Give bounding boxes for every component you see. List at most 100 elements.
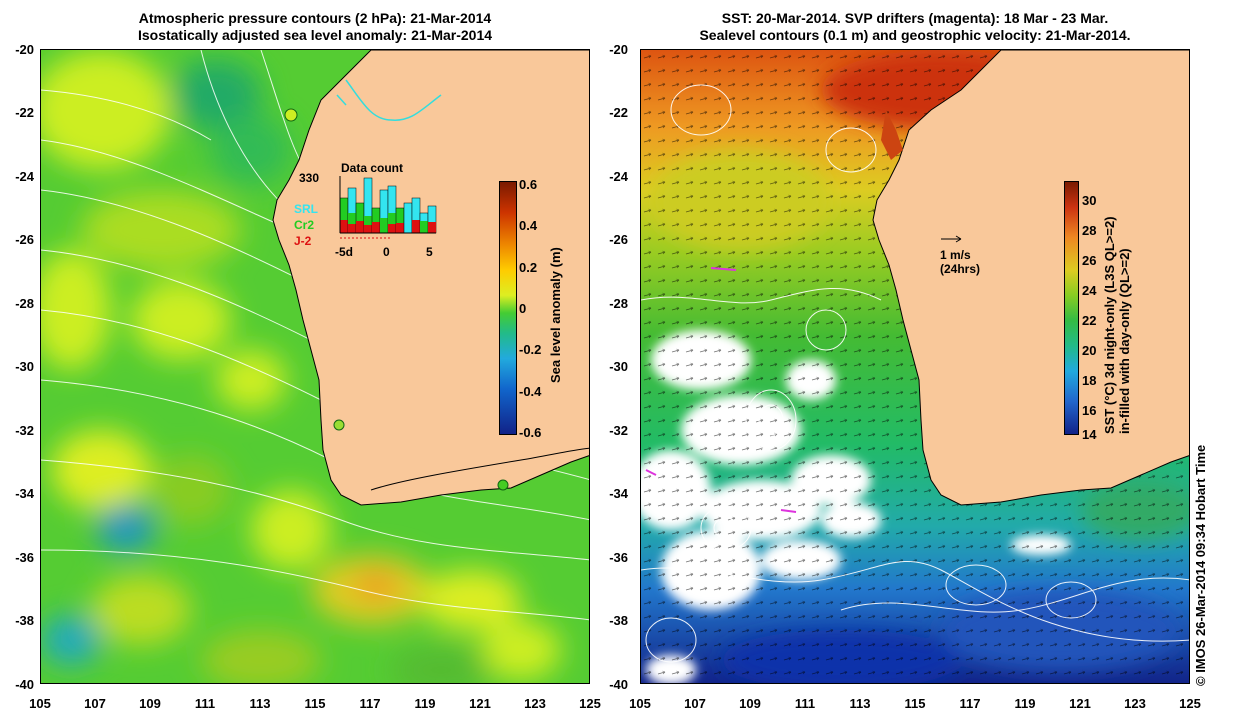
right-ytick-7: -34 (609, 486, 628, 501)
inset-bars (339, 176, 437, 239)
left-xtick-5: 115 (304, 696, 326, 711)
left-cb-tick-3: 0 (519, 301, 527, 316)
right-xtick-10: 125 (1179, 696, 1201, 711)
right-cb-tick-0: 30 (1082, 193, 1097, 208)
right-xtick-4: 113 (849, 696, 871, 711)
inset-xtick-0: 0 (383, 245, 390, 259)
right-xtick-3: 111 (794, 696, 816, 711)
right-ytick-6: -32 (609, 423, 628, 438)
left-ytick-2: -24 (15, 169, 34, 184)
right-ytick-2: -24 (609, 169, 628, 184)
right-cb-tick-5: 20 (1082, 343, 1097, 358)
river (336, 94, 347, 106)
left-ytick-10: -40 (15, 677, 34, 692)
right-ytick-3: -26 (609, 232, 628, 247)
right-cb-tick-1: 28 (1082, 223, 1097, 238)
right-cb-tick-6: 18 (1082, 373, 1097, 388)
right-ytick-10: -40 (609, 677, 628, 692)
shelf-contour (370, 447, 589, 491)
right-title-line2: Sealevel contours (0.1 m) and geostrophi… (699, 27, 1131, 43)
left-title-line1: Atmospheric pressure contours (2 hPa): 2… (138, 10, 492, 26)
left-cb-label: Sea level anomaly (m) (548, 247, 563, 383)
legend-srl: SRL (294, 202, 318, 216)
scale-arrow (941, 235, 962, 243)
left-ytick-9: -38 (15, 613, 34, 628)
left-cb-tick-2: 0.2 (519, 260, 538, 275)
left-title-line2: Isostatically adjusted sea level anomaly… (137, 27, 493, 43)
river-line (345, 79, 442, 121)
inset-title: Data count (341, 161, 404, 175)
left-ytick-8: -36 (15, 550, 34, 565)
right-cb-label-1: SST (°C) 3d night-only (L3S QL>=2) (1102, 216, 1117, 434)
svp-drifters (645, 267, 797, 513)
right-ytick-4: -28 (609, 296, 628, 311)
data-count-inset: Data count 330 SRL Cr2 J-2 (291, 158, 441, 268)
left-ytick-7: -34 (15, 486, 34, 501)
left-cb-tick-0: 0.6 (519, 177, 538, 192)
island-marker (284, 108, 298, 122)
right-xtick-9: 123 (1124, 696, 1146, 711)
right-xtick-5: 115 (904, 696, 926, 711)
right-xtick-8: 121 (1069, 696, 1091, 711)
left-colorbar (499, 181, 517, 435)
left-ytick-5: -30 (15, 359, 34, 374)
scale-arrow-sublabel: (24hrs) (940, 262, 981, 276)
australia-landmass-right (872, 50, 1189, 506)
right-cb-tick-2: 26 (1082, 253, 1097, 268)
inset-xtick-5: 5 (426, 245, 433, 259)
left-cb-tick-1: 0.4 (519, 218, 538, 233)
right-ytick-5: -30 (609, 359, 628, 374)
right-cb-tick-7: 16 (1082, 403, 1097, 418)
right-xtick-1: 107 (684, 696, 706, 711)
inset-xtick-minus5: -5d (335, 245, 353, 259)
left-map[interactable]: Data count 330 SRL Cr2 J-2 (40, 49, 590, 684)
right-xtick-7: 119 (1014, 696, 1036, 711)
left-xtick-3: 111 (194, 696, 216, 711)
left-xtick-4: 113 (249, 696, 271, 711)
left-ytick-1: -22 (15, 105, 34, 120)
coastal-warm-patch (881, 110, 903, 160)
right-ytick-1: -22 (609, 105, 628, 120)
left-title: Atmospheric pressure contours (2 hPa): 2… (40, 10, 590, 44)
right-map[interactable]: 1 m/s (24hrs) 30 28 26 24 22 20 18 16 14… (640, 49, 1190, 684)
island-marker-3 (497, 479, 509, 491)
right-ytick-0: -20 (609, 42, 628, 57)
right-cb-tick-4: 22 (1082, 313, 1097, 328)
left-ytick-6: -32 (15, 423, 34, 438)
right-map-svg (641, 50, 1189, 683)
left-xtick-0: 105 (29, 696, 51, 711)
island-marker-2 (333, 419, 345, 431)
credit-text: © IMOS 26-Mar-2014 09:34 Hobart Time (1193, 444, 1208, 686)
left-xtick-8: 121 (469, 696, 491, 711)
right-cb-label-2: in-filled with day-only (QL>=2) (1117, 248, 1132, 434)
right-xtick-6: 117 (959, 696, 981, 711)
right-ytick-9: -38 (609, 613, 628, 628)
right-xtick-2: 109 (739, 696, 761, 711)
right-xtick-0: 105 (629, 696, 651, 711)
left-xtick-10: 125 (579, 696, 601, 711)
legend-cr2: Cr2 (294, 218, 315, 232)
right-colorbar (1064, 181, 1079, 435)
right-cb-tick-8: 14 (1082, 427, 1097, 442)
left-ytick-3: -26 (15, 232, 34, 247)
left-ytick-4: -28 (15, 296, 34, 311)
left-xtick-2: 109 (139, 696, 161, 711)
sla-blobs (41, 50, 561, 683)
scale-arrow-label: 1 m/s (940, 248, 971, 262)
right-ytick-8: -36 (609, 550, 628, 565)
left-xtick-9: 123 (524, 696, 546, 711)
inset-max-label: 330 (299, 171, 320, 185)
right-title: SST: 20-Mar-2014. SVP drifters (magenta)… (640, 10, 1190, 44)
left-cb-tick-4: -0.2 (519, 342, 542, 357)
left-cb-tick-5: -0.4 (519, 384, 542, 399)
left-xtick-1: 107 (84, 696, 106, 711)
left-xtick-7: 119 (414, 696, 436, 711)
sealevel-contours (641, 84, 1189, 663)
right-cb-tick-3: 24 (1082, 283, 1097, 298)
inset-bar-group (339, 177, 437, 234)
left-map-svg (41, 50, 589, 683)
left-ytick-0: -20 (15, 42, 34, 57)
left-xtick-6: 117 (359, 696, 381, 711)
legend-j2: J-2 (294, 234, 312, 248)
left-cb-tick-6: -0.6 (519, 425, 542, 440)
